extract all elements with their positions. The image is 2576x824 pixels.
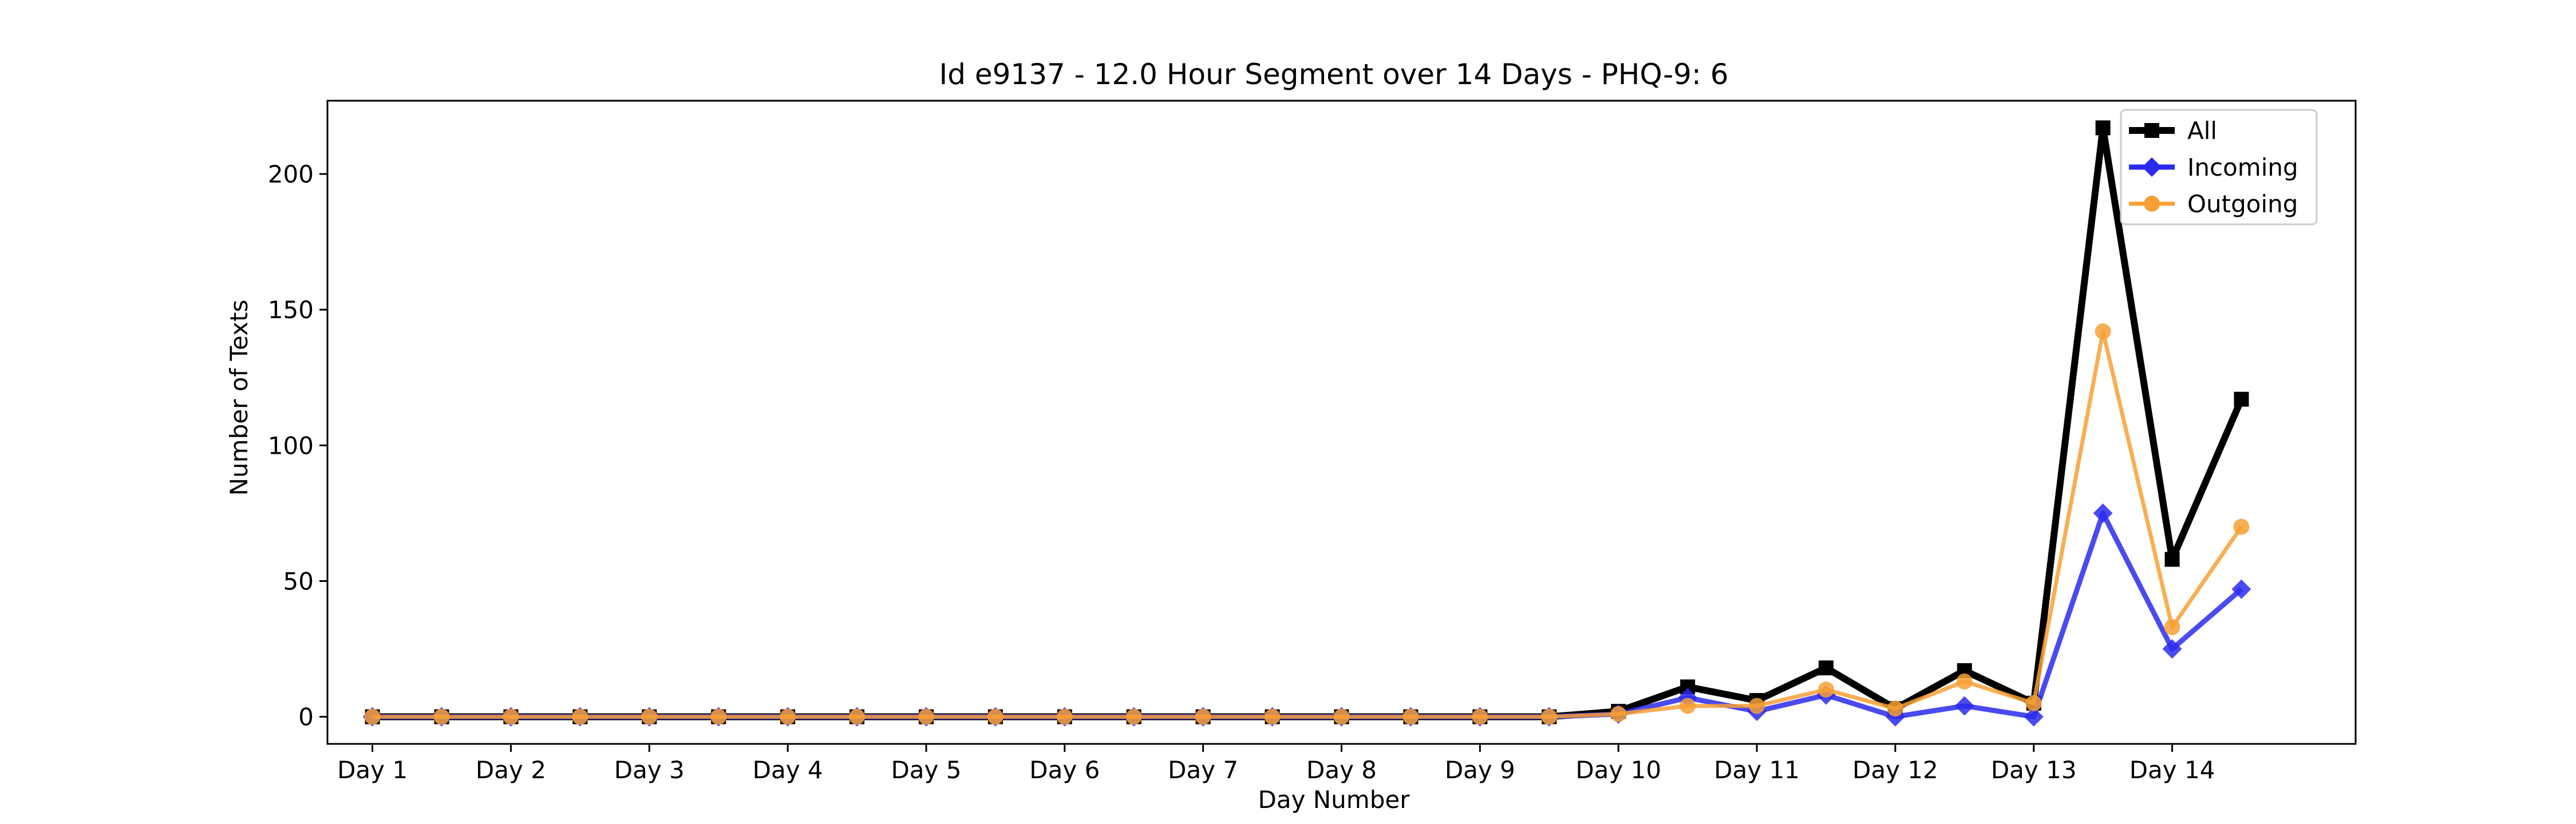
x-tick-label: Day 5 (891, 756, 961, 784)
data-point-incoming (2162, 639, 2182, 659)
data-point-outgoing (2025, 695, 2042, 711)
data-point-outgoing (1749, 698, 1765, 714)
data-point-outgoing (2095, 323, 2111, 340)
x-tick-label: Day 1 (337, 756, 408, 784)
y-tick-label: 0 (298, 703, 314, 731)
plot-frame (326, 100, 2357, 745)
data-point-all (2234, 391, 2249, 407)
data-point-all (2164, 552, 2180, 567)
data-point-outgoing (503, 708, 519, 725)
series-line-all (372, 124, 2245, 720)
data-point-outgoing (918, 708, 934, 725)
x-tick-label: Day 2 (476, 756, 546, 784)
data-point-outgoing (1680, 698, 1696, 714)
x-tick-label: Day 9 (1445, 756, 1515, 784)
x-axis-label: Day Number (1258, 786, 1410, 814)
data-point-outgoing (641, 708, 658, 725)
data-point-outgoing (1541, 708, 1558, 725)
data-point-outgoing (1956, 673, 1973, 690)
x-tick-label: Day 10 (1575, 756, 1661, 784)
x-tick-label: Day 14 (2129, 756, 2215, 784)
legend-label: Outgoing (2187, 190, 2298, 218)
legend-label: Incoming (2187, 153, 2298, 181)
data-point-outgoing (2233, 518, 2250, 535)
data-point-outgoing (1402, 708, 1419, 725)
x-tick-label: Day 11 (1714, 756, 1800, 784)
data-point-incoming (2024, 707, 2044, 727)
data-point-outgoing (1056, 708, 1073, 725)
x-tick-label: Day 12 (1852, 756, 1938, 784)
x-tick-label: Day 8 (1306, 756, 1377, 784)
data-point-outgoing (1610, 706, 1627, 722)
legend-label: All (2187, 117, 2217, 145)
series-line-outgoing (372, 329, 2243, 719)
legend-box (2120, 109, 2318, 225)
data-point-all (1818, 660, 1834, 676)
data-point-outgoing (987, 708, 1003, 725)
data-point-outgoing (1887, 700, 1903, 717)
data-point-all (2095, 120, 2111, 136)
data-point-outgoing (849, 708, 866, 725)
data-point-outgoing (1264, 708, 1281, 725)
data-point-outgoing (433, 708, 450, 725)
chart-title: Id e9137 - 12.0 Hour Segment over 14 Day… (939, 58, 1728, 91)
data-point-incoming (1954, 696, 1974, 716)
y-tick-label: 150 (268, 296, 314, 324)
chart-legend: All Incoming Outgoing (2120, 109, 2318, 225)
data-point-outgoing (2164, 619, 2180, 636)
data-point-outgoing (572, 708, 588, 725)
data-point-outgoing (1195, 708, 1211, 725)
data-point-outgoing (710, 708, 727, 725)
data-point-outgoing (1333, 708, 1350, 725)
x-tick-label: Day 13 (1991, 756, 2077, 784)
plot-area: 0 50 100 150 200 Day 1 Day 2 Day 3 Day 4 Day 5 Day… (268, 100, 2357, 784)
x-tick-label: Day 3 (614, 756, 685, 784)
data-point-outgoing (1125, 708, 1142, 725)
data-point-outgoing (1818, 682, 1834, 698)
y-tick-label: 50 (283, 567, 314, 595)
y-axis-label: Number of Texts (225, 300, 253, 496)
data-point-incoming (2093, 503, 2113, 523)
x-tick-label: Day 4 (753, 756, 823, 784)
data-point-outgoing (780, 708, 796, 725)
data-point-outgoing (1472, 708, 1488, 725)
legend-marker (2144, 123, 2159, 138)
x-tick-label: Day 7 (1168, 756, 1238, 784)
x-tick-label: Day 6 (1029, 756, 1100, 784)
legend-marker (2142, 157, 2162, 177)
y-tick-label: 100 (268, 431, 314, 459)
y-tick-label: 200 (268, 160, 314, 188)
legend-marker (2144, 196, 2160, 212)
data-point-outgoing (364, 708, 381, 725)
data-point-incoming (2231, 579, 2251, 599)
